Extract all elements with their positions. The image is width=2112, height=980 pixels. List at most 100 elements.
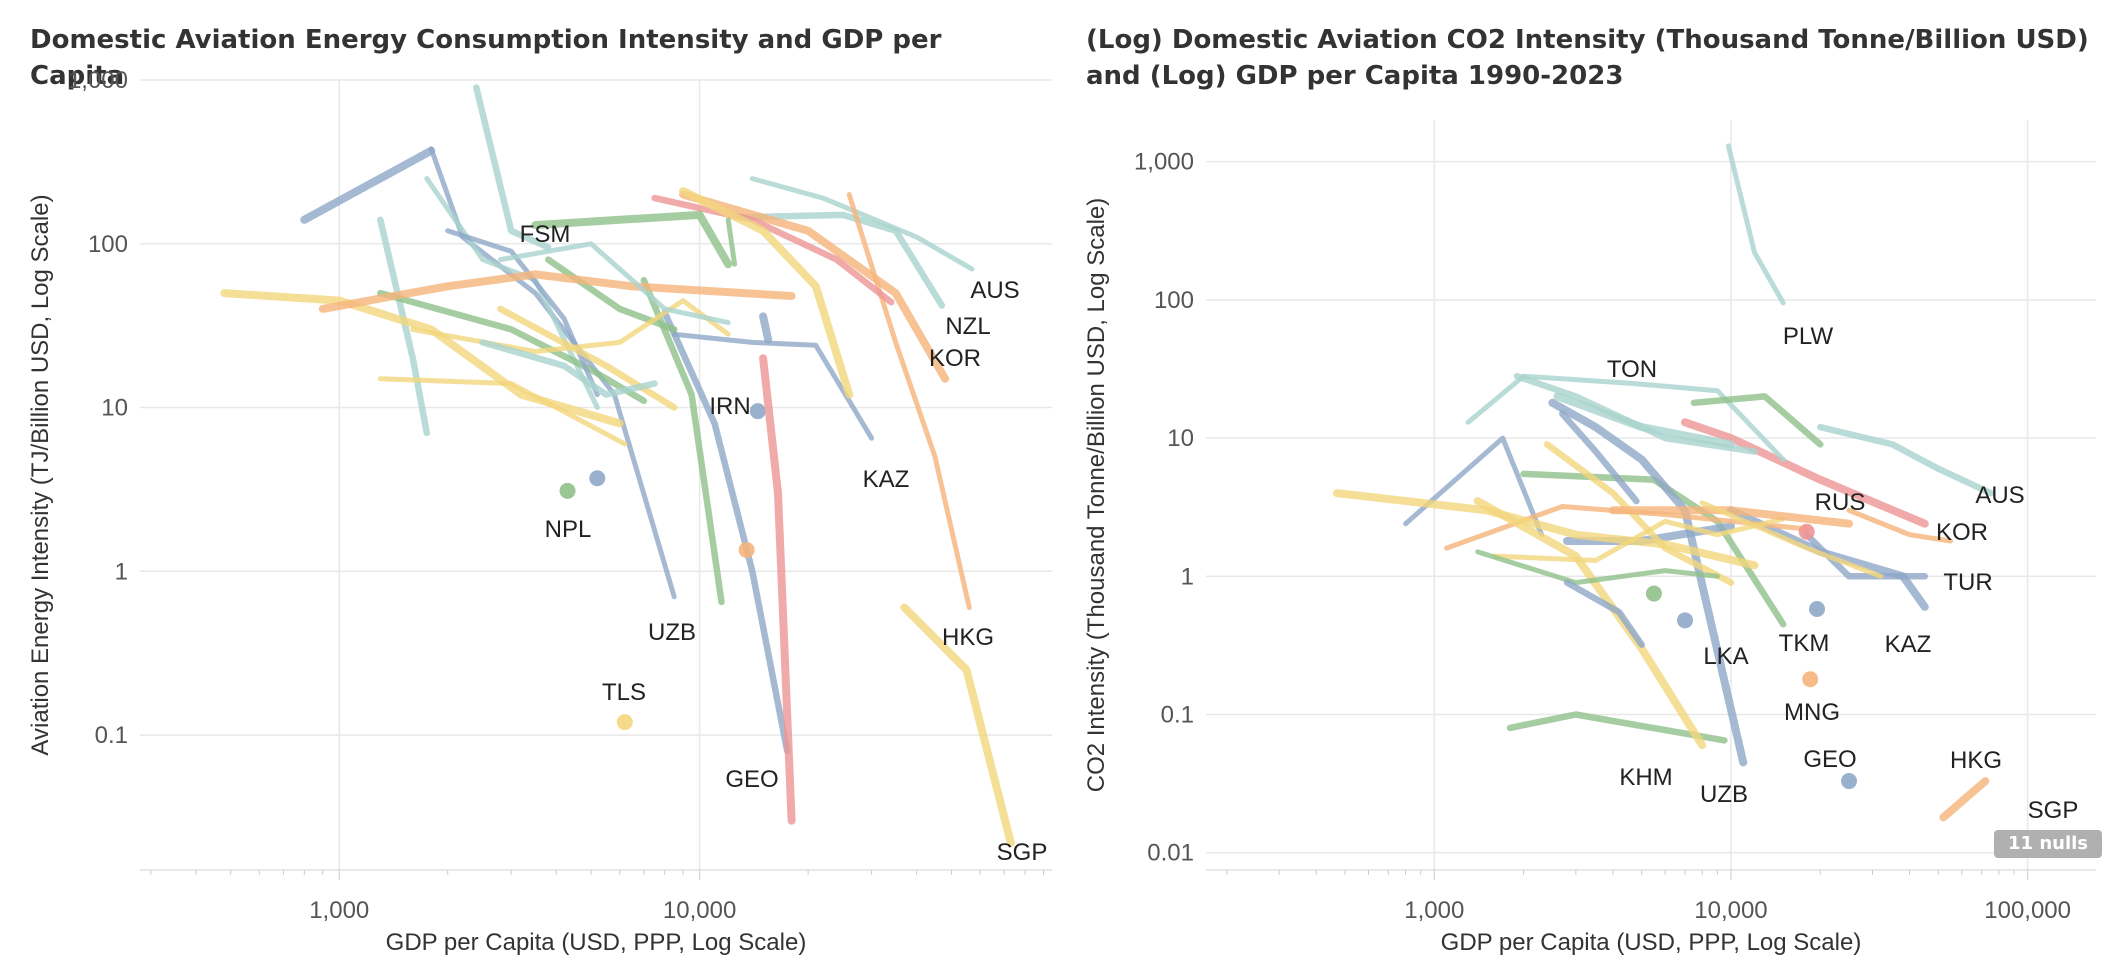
series-irn-2-point: [738, 541, 755, 558]
country-label-uzb: UZB: [648, 619, 696, 646]
series-mys-line: [1699, 500, 1884, 579]
series-rus-line: [651, 194, 895, 306]
series-lao-line: [1473, 497, 1707, 750]
series-mmr-line: [725, 217, 738, 267]
country-label-sgp: SGP: [997, 839, 1048, 866]
series-plw-line: [1725, 143, 1786, 306]
series-khm-line: [1506, 711, 1728, 744]
country-label-uzb: UZB: [1700, 781, 1748, 808]
series-uzb-line: [1548, 398, 1748, 767]
series-tha-line: [1608, 506, 1853, 528]
x-tick-label: 100,000: [1984, 897, 2071, 924]
chart-panel-co2-intensity: (Log) Domestic Aviation CO2 Intensity (T…: [1056, 0, 2112, 980]
country-label-lka: LKA: [1703, 643, 1748, 670]
series-ind-line: [318, 270, 796, 313]
x-axis-title: GDP per Capita (USD, PPP, Log Scale): [386, 929, 807, 956]
x-axis-title: GDP per Capita (USD, PPP, Log Scale): [1441, 929, 1862, 956]
y-tick-label: 1,000: [68, 67, 128, 94]
series-sgp-line: [900, 603, 1015, 847]
country-label-kor: KOR: [929, 345, 981, 372]
series-mys-line: [497, 241, 731, 326]
country-label-hkg: HKG: [1950, 747, 2002, 774]
country-label-aus: AUS: [1975, 482, 2024, 509]
country-label-nzl: NZL: [945, 313, 990, 340]
country-label-tkm: TKM: [1779, 630, 1830, 657]
series-rus-line: [1681, 418, 1929, 528]
series-npl-point: [559, 482, 576, 499]
series-wsm-line: [1553, 392, 1735, 449]
country-labels: PLW TON AUS RUS KOR TUR KAZ TKM LKA MNG KHM UZB GEO H…: [1607, 323, 2078, 824]
series-chn-line: [479, 339, 658, 398]
y-tick-label: 0.1: [95, 722, 128, 749]
country-label-fsm: FSM: [520, 221, 571, 248]
country-label-rus: RUS: [1815, 489, 1866, 516]
x-tick-label: 10,000: [663, 897, 736, 924]
y-tick-label: 1,000: [1134, 149, 1194, 176]
series-ton-line: [1465, 373, 1786, 462]
series-mng-line: [640, 276, 725, 606]
x-tick-label: 1,000: [1404, 897, 1464, 924]
chart-title: (Log) Domestic Aviation CO2 Intensity (T…: [1086, 25, 2089, 91]
country-label-sgp: SGP: [2028, 797, 2079, 824]
country-label-mng: MNG: [1784, 699, 1840, 726]
series-lka-2-point: [1645, 585, 1662, 602]
y-axis-title: CO2 Intensity (Thousand Tonne/Billion US…: [1083, 198, 1110, 793]
series-irn-point: [1798, 523, 1815, 540]
series-jpn-line: [759, 312, 773, 344]
country-label-kor: KOR: [1936, 519, 1988, 546]
nulls-badge[interactable]: 11 nulls: [1994, 830, 2102, 858]
series-kor-line: [1846, 507, 1954, 544]
series-tls-point: [616, 714, 633, 731]
series-phl-line: [1492, 516, 1786, 563]
series-uzb-2-point: [1677, 612, 1694, 629]
series-npl-2-point: [589, 470, 606, 487]
series-kaz-line: [1727, 506, 1929, 611]
series-tha-line: [679, 187, 854, 399]
country-label-kaz: KAZ: [1885, 631, 1932, 658]
country-label-npl: NPL: [545, 516, 592, 543]
country-label-ton: TON: [1607, 356, 1657, 383]
y-tick-label: 1: [1181, 563, 1194, 590]
series-aus-line: [749, 176, 975, 272]
series-tkm-point: [1809, 600, 1826, 617]
gridlines: [1206, 120, 2096, 880]
country-label-irn: IRN: [709, 393, 750, 420]
series-idn-line: [1543, 441, 1735, 586]
series-pak-line: [1563, 579, 1645, 648]
series-idn-line: [497, 305, 678, 411]
series-hkg-line: [846, 192, 972, 611]
energy-intensity-chart: 1,000 10,000 1,000 100 10 1 0.1 GDP per Capita …: [27, 67, 1052, 956]
series-group: [220, 84, 1015, 847]
y-tick-label: 100: [1154, 287, 1194, 314]
series-irn-point: [749, 403, 766, 420]
country-label-hkg: HKG: [942, 624, 994, 651]
chart-title: Domestic Aviation Energy Consumption Int…: [30, 25, 942, 91]
series-arm-line: [759, 354, 796, 825]
country-label-khm: KHM: [1619, 764, 1672, 791]
country-label-aus: AUS: [970, 277, 1019, 304]
series-vnm-line: [1333, 489, 1759, 570]
country-label-tls: TLS: [602, 679, 646, 706]
series-mng-point: [1802, 671, 1819, 688]
series-kor-line: [679, 190, 950, 383]
series-khm-line: [377, 376, 628, 447]
series-kaz-line: [671, 331, 875, 441]
y-tick-label: 0.1: [1161, 702, 1194, 729]
series-tjk-line: [377, 216, 431, 437]
series-kgz-line: [1559, 410, 1640, 505]
y-tick-label: 10: [1167, 425, 1194, 452]
y-tick-label: 0.01: [1147, 840, 1194, 867]
country-label-kaz: KAZ: [863, 466, 910, 493]
tick-labels: 1,000 10,000 1,000 100 10 1 0.1: [68, 67, 736, 924]
country-label-tur: TUR: [1943, 569, 1992, 596]
series-tkm-line: [300, 146, 436, 224]
series-uzb-line: [428, 146, 677, 600]
y-tick-label: 100: [88, 231, 128, 258]
series-group: [1333, 143, 1994, 822]
series-pak-line: [445, 228, 600, 398]
x-tick-label: 10,000: [1694, 897, 1767, 924]
series-geo-point: [1841, 773, 1858, 790]
country-label-geo: GEO: [1803, 746, 1856, 773]
series-tkm-2-line: [1403, 435, 1545, 538]
country-labels: FSM AUS NZL KOR IRN KAZ NPL UZB HKG TLS GEO SGP: [520, 221, 1048, 866]
